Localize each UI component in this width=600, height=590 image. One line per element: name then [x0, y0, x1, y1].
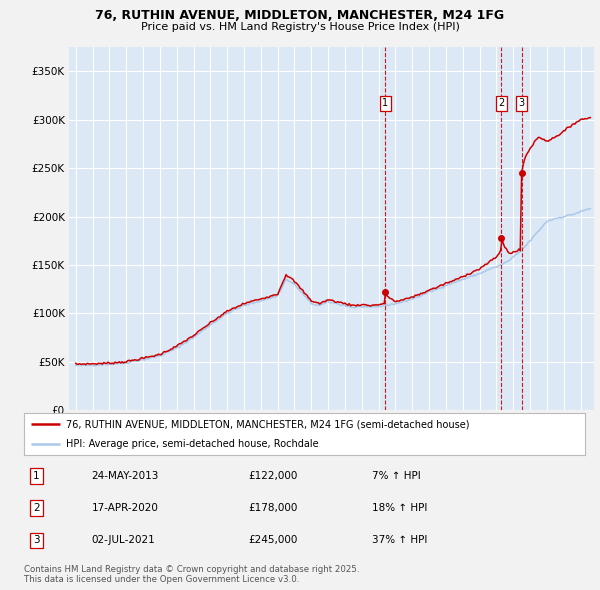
Text: 2: 2 — [498, 99, 505, 109]
Text: £178,000: £178,000 — [248, 503, 298, 513]
Text: 02-JUL-2021: 02-JUL-2021 — [91, 536, 155, 545]
Text: 76, RUTHIN AVENUE, MIDDLETON, MANCHESTER, M24 1FG (semi-detached house): 76, RUTHIN AVENUE, MIDDLETON, MANCHESTER… — [66, 419, 470, 430]
Text: 24-MAY-2013: 24-MAY-2013 — [91, 471, 158, 481]
Text: 18% ↑ HPI: 18% ↑ HPI — [372, 503, 427, 513]
Text: 7% ↑ HPI: 7% ↑ HPI — [372, 471, 421, 481]
Text: Contains HM Land Registry data © Crown copyright and database right 2025.
This d: Contains HM Land Registry data © Crown c… — [24, 565, 359, 584]
Text: 3: 3 — [33, 536, 40, 545]
Text: 3: 3 — [518, 99, 525, 109]
Text: 1: 1 — [33, 471, 40, 481]
Text: £245,000: £245,000 — [248, 536, 298, 545]
Text: Price paid vs. HM Land Registry's House Price Index (HPI): Price paid vs. HM Land Registry's House … — [140, 22, 460, 32]
Text: 1: 1 — [382, 99, 388, 109]
Text: 37% ↑ HPI: 37% ↑ HPI — [372, 536, 427, 545]
Text: 76, RUTHIN AVENUE, MIDDLETON, MANCHESTER, M24 1FG: 76, RUTHIN AVENUE, MIDDLETON, MANCHESTER… — [95, 9, 505, 22]
Text: £122,000: £122,000 — [248, 471, 298, 481]
Text: 17-APR-2020: 17-APR-2020 — [91, 503, 158, 513]
Text: HPI: Average price, semi-detached house, Rochdale: HPI: Average price, semi-detached house,… — [66, 439, 319, 449]
Text: 2: 2 — [33, 503, 40, 513]
